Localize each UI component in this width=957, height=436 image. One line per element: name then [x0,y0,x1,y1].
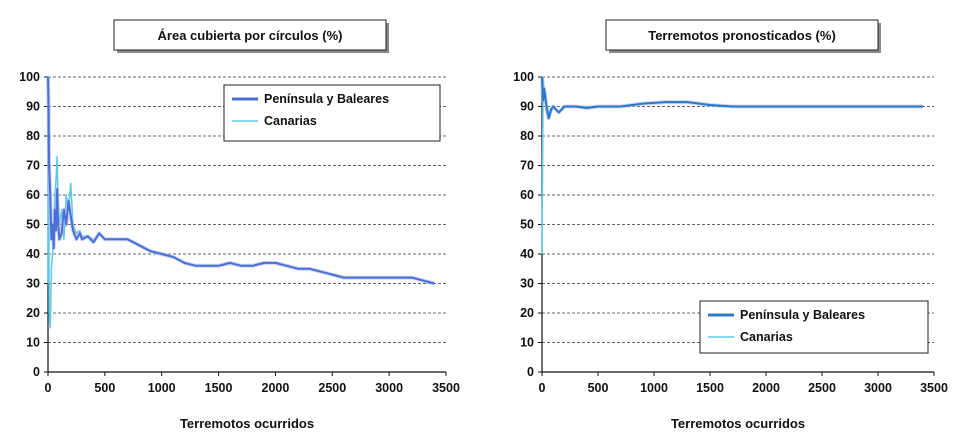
chart-title: Terremotos pronosticados (%) [648,28,836,43]
x-tick-label: 1500 [205,381,233,395]
legend-label: Península y Baleares [740,308,865,322]
x-tick-label: 2500 [318,381,346,395]
y-tick-label: 20 [520,306,534,320]
x-tick-label: 3000 [864,381,892,395]
legend-label: Península y Baleares [264,92,389,106]
series-line-peninsula [47,76,435,285]
y-tick-label: 50 [26,218,40,232]
coverage-chart: Área cubierta por círculos (%) 0 10 20 30 40 5… [19,19,460,431]
title-box [605,19,879,51]
y-tick-label: 0 [33,365,40,379]
legend-label: Canarias [740,330,793,344]
chart-title: Área cubierta por círculos (%) [158,28,343,43]
y-tick-label: 70 [520,159,534,173]
y-tick-label: 30 [26,277,40,291]
y-tick-label: 10 [26,336,40,350]
y-tick-label: 100 [19,70,40,84]
y-tick-label: 90 [26,100,40,114]
x-tick-label: 1500 [696,381,724,395]
x-tick-label: 3500 [920,381,948,395]
x-tick-label: 500 [94,381,115,395]
x-axis-label: Terremotos ocurridos [180,416,314,431]
x-axis-label: Terremotos ocurridos [671,416,805,431]
y-tick-label: 20 [26,306,40,320]
y-tick-label: 0 [527,365,534,379]
legend-box [223,84,441,142]
legend-box [699,300,929,354]
x-tick-label: 0 [45,381,52,395]
y-tick-label: 40 [26,247,40,261]
x-tick-label: 1000 [640,381,668,395]
y-tick-label: 100 [513,70,534,84]
series-line-peninsula [541,76,923,120]
x-tick-label: 2000 [752,381,780,395]
x-tick-label: 1000 [148,381,176,395]
x-tick-label: 2000 [262,381,290,395]
y-tick-label: 80 [520,129,534,143]
x-tick-label: 500 [588,381,609,395]
x-tick-label: 0 [539,381,546,395]
y-tick-label: 90 [520,100,534,114]
x-tick-label: 3000 [375,381,403,395]
y-tick-label: 60 [520,188,534,202]
y-tick-label: 70 [26,159,40,173]
x-tick-label: 2500 [808,381,836,395]
y-tick-label: 40 [520,247,534,261]
y-tick-label: 60 [26,188,40,202]
y-tick-label: 80 [26,129,40,143]
legend-label: Canarias [264,114,317,128]
forecast-chart: Terremotos pronosticados (%) 0 10 20 30 40 50 6… [513,19,948,431]
x-tick-label: 3500 [432,381,460,395]
y-tick-label: 50 [520,218,534,232]
y-tick-label: 30 [520,277,534,291]
y-tick-label: 10 [520,336,534,350]
title-box [113,19,387,51]
